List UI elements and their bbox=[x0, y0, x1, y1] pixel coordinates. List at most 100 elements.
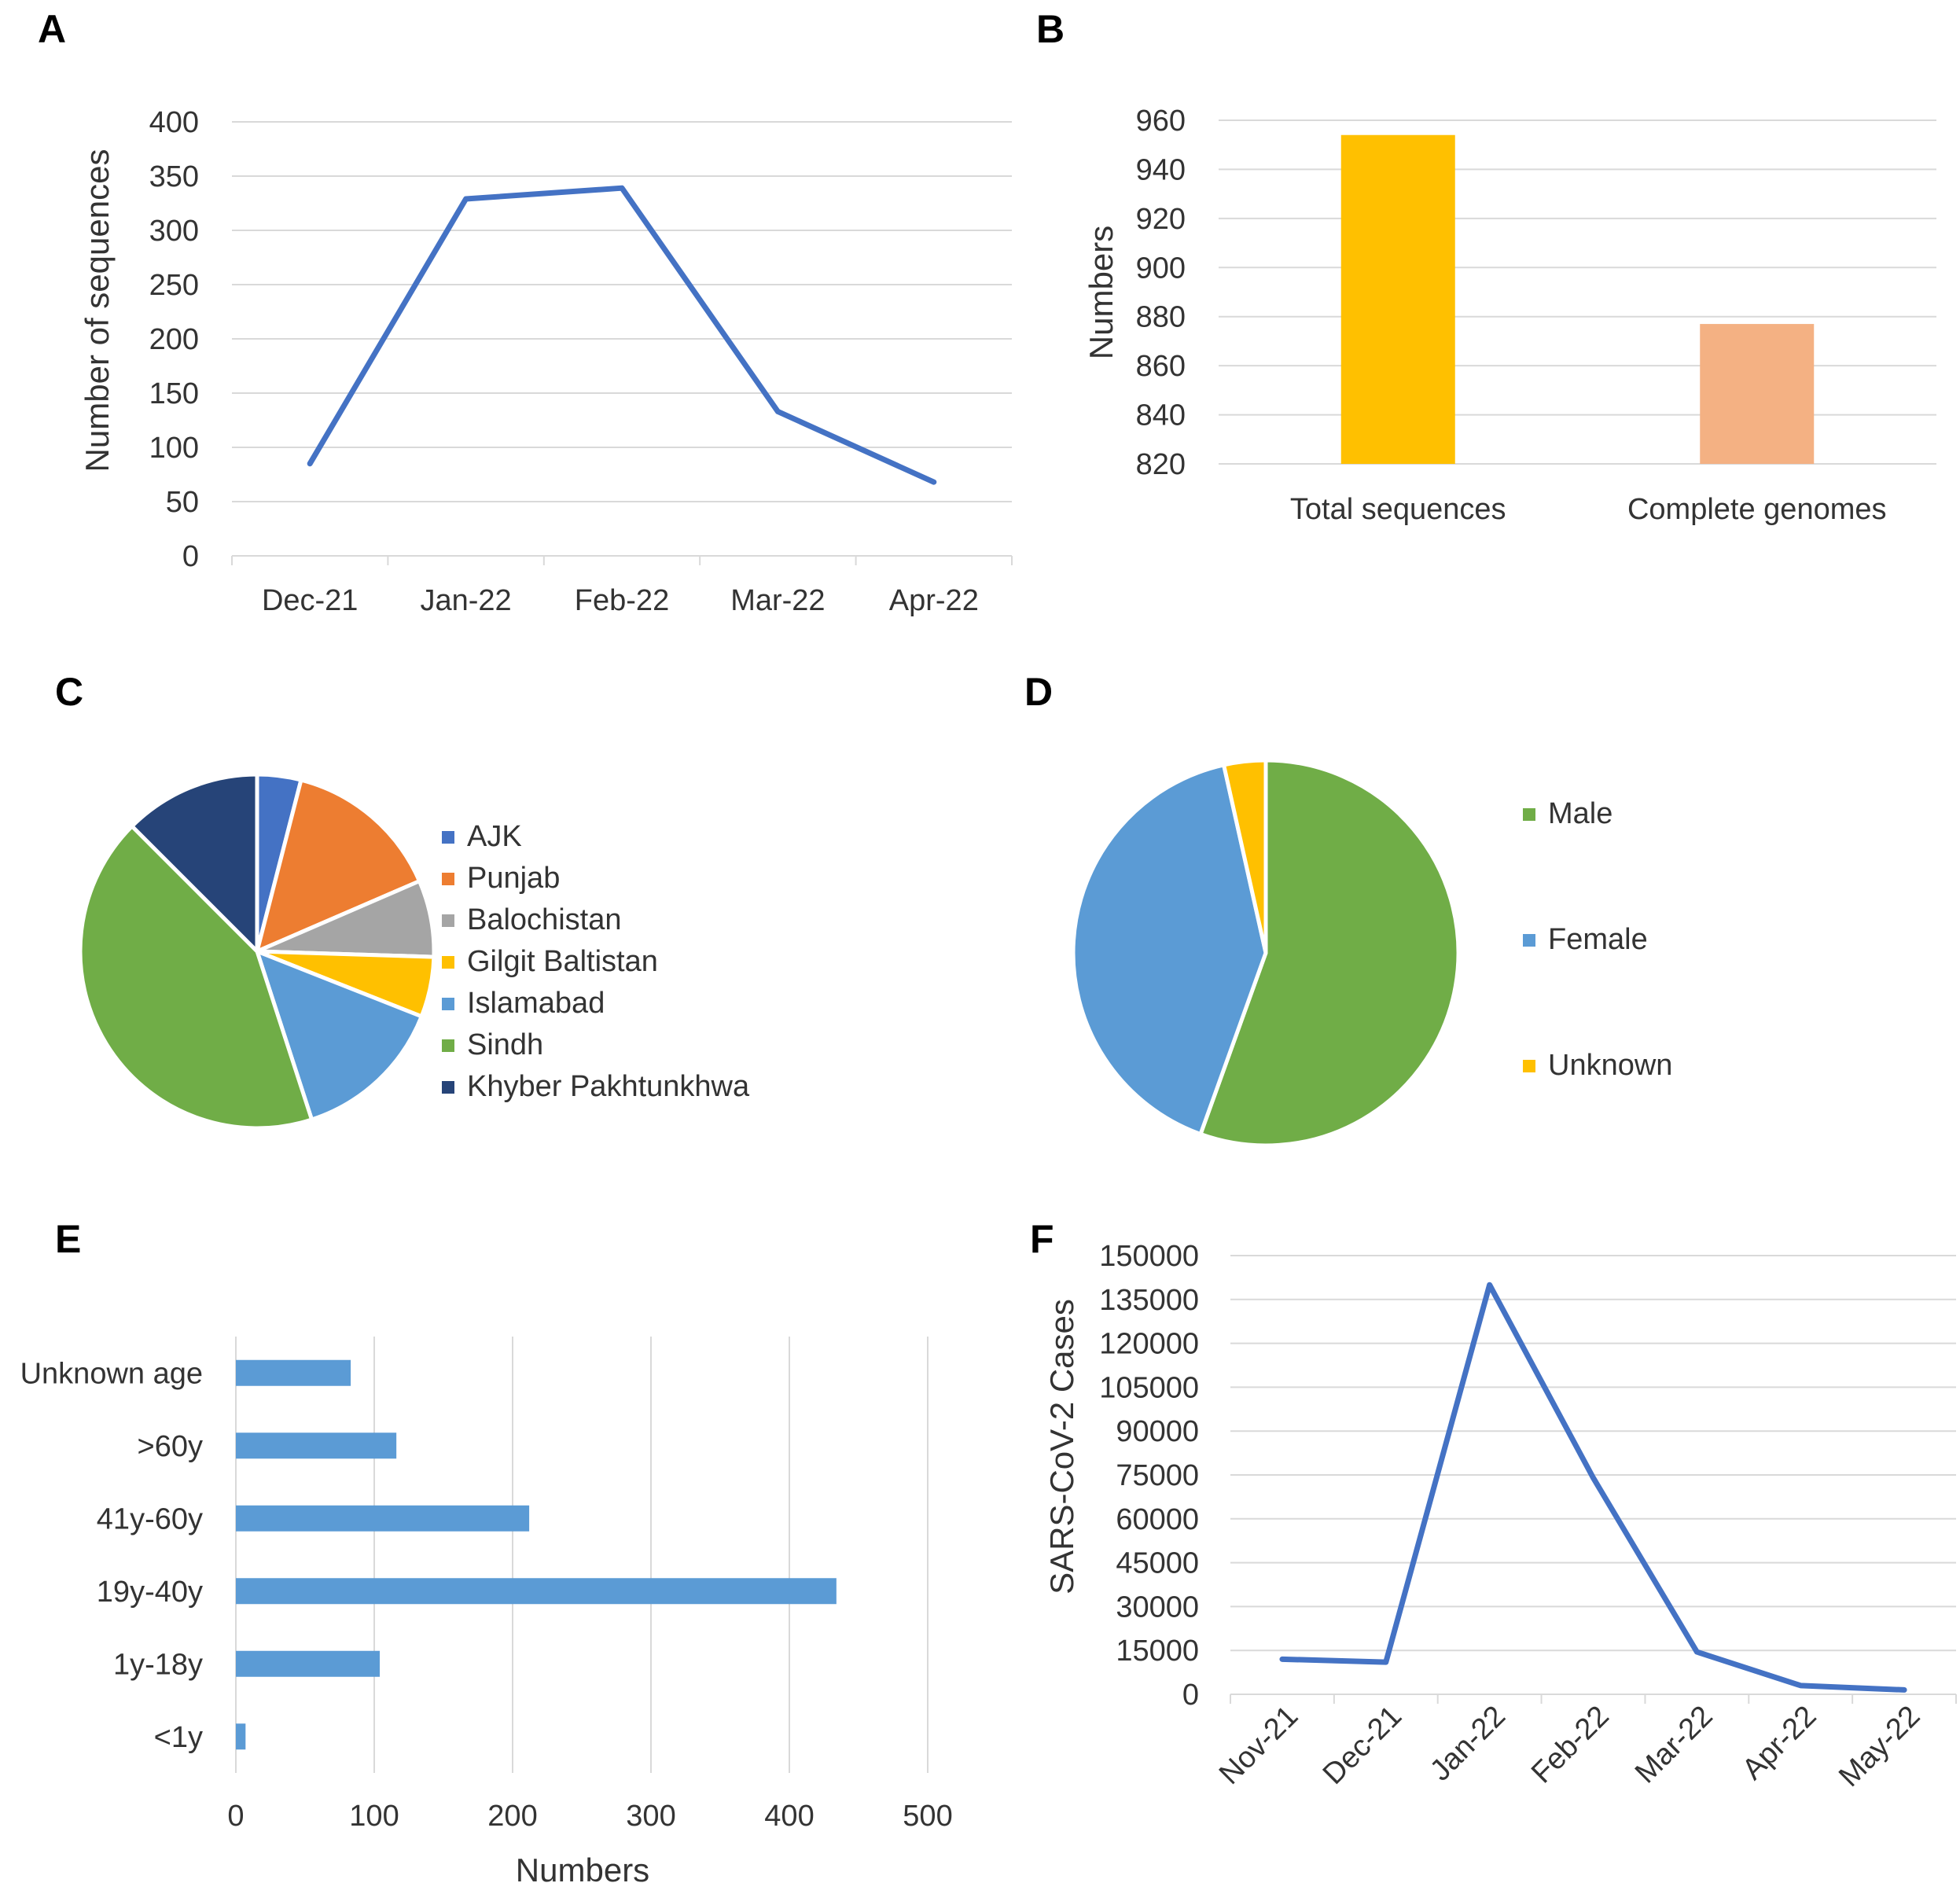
panel-e-bar-4 bbox=[236, 1650, 381, 1677]
panel-d-legend: Male Female Unknown bbox=[1523, 797, 1672, 1082]
panel-e-category-labels: Unknown age >60y 41y-60y 19y-40y 1y-18y <1y bbox=[20, 1357, 203, 1754]
panel-b-y-tick-960: 960 bbox=[1136, 105, 1186, 138]
panel-d-slice-male bbox=[1198, 758, 1461, 1148]
panel-f-series-line bbox=[1279, 1282, 1907, 1693]
panel-f-point-May-22 bbox=[1903, 1689, 1906, 1691]
panel-c-legend-swatch-sindh bbox=[442, 1039, 454, 1052]
panel-e-category-4: 1y-18y bbox=[113, 1648, 203, 1681]
panel-label-c: C bbox=[55, 670, 83, 714]
panel-a-y-tick-200: 200 bbox=[149, 323, 199, 356]
panel-c-legend-swatch-islamabad bbox=[442, 998, 454, 1010]
panel-b-x-tick-0: Total sequences bbox=[1290, 493, 1506, 526]
panel-c-legend-label-balochistan: Balochistan bbox=[467, 903, 621, 936]
panel-d-legend-swatch-unknown bbox=[1523, 1060, 1535, 1072]
panel-b-y-axis-title: Numbers bbox=[1083, 226, 1120, 359]
panel-f-point-Feb-22 bbox=[1592, 1477, 1594, 1479]
panel-f-y-axis-title: SARS-CoV-2 Cases bbox=[1043, 1299, 1080, 1594]
panel-e-category-1: >60y bbox=[138, 1430, 203, 1463]
panel-f-y-tick-105000: 105000 bbox=[1099, 1371, 1199, 1404]
panel-b-gridlines bbox=[1219, 120, 1936, 465]
panel-f-point-Apr-22 bbox=[1800, 1684, 1802, 1686]
panel-b-bar-complete-genomes bbox=[1700, 324, 1815, 464]
panel-b-x-tick-1: Complete genomes bbox=[1627, 493, 1887, 526]
panel-e-x-tick-0: 0 bbox=[227, 1800, 244, 1833]
panel-b-bars bbox=[1340, 134, 1815, 464]
panel-c-legend-label-ajk: AJK bbox=[467, 820, 522, 853]
panel-a-point-Feb-22 bbox=[621, 187, 623, 189]
panel-d-pie-chart: D Male Female Unknown bbox=[1024, 670, 1672, 1148]
panel-f-y-tick-labels: 0 15000 30000 45000 60000 75000 90000 105000 120… bbox=[1099, 1240, 1199, 1712]
panel-c-legend-swatch-punjab bbox=[442, 873, 454, 885]
panel-e-bar-1 bbox=[236, 1432, 397, 1459]
panel-f-y-tick-150000: 150000 bbox=[1099, 1240, 1199, 1273]
panel-d-slices bbox=[1071, 758, 1461, 1148]
panel-d-legend-label-female: Female bbox=[1548, 923, 1648, 956]
panel-f-y-tick-15000: 15000 bbox=[1116, 1635, 1199, 1668]
panel-e-gridlines bbox=[235, 1337, 929, 1773]
panel-a-point-Jan-22 bbox=[465, 197, 467, 200]
panel-c-slices bbox=[78, 772, 436, 1131]
panel-e-x-tick-200: 200 bbox=[487, 1800, 537, 1833]
panel-a-x-tick-Feb-22: Feb-22 bbox=[575, 584, 669, 617]
panel-f-y-tick-0: 0 bbox=[1182, 1679, 1199, 1712]
panel-label-d: D bbox=[1024, 670, 1053, 714]
panel-e-x-tick-labels: 0 100 200 300 400 500 bbox=[227, 1800, 952, 1833]
panel-c-legend-label-gilgit-baltistan: Gilgit Baltistan bbox=[467, 945, 658, 978]
panel-b-bar-chart: B 820 840 860 880 900 920 940 960 Total sequenc… bbox=[1036, 7, 1936, 526]
panel-c-legend-swatch-khyber-pakhtunkhwa bbox=[442, 1081, 454, 1094]
panel-d-slice-female bbox=[1071, 763, 1268, 1137]
panel-a-y-tick-150: 150 bbox=[149, 377, 199, 410]
panel-f-y-tick-90000: 90000 bbox=[1116, 1415, 1199, 1448]
panel-c-slice-khyber-pakhtunkhwa bbox=[130, 772, 259, 954]
panel-a-series bbox=[307, 185, 937, 485]
panel-e-bar-0 bbox=[236, 1359, 351, 1386]
panel-a-y-tick-50: 50 bbox=[166, 486, 199, 519]
panel-a-gridlines bbox=[231, 121, 1013, 565]
panel-d-legend-swatch-female bbox=[1523, 934, 1535, 947]
panel-a-x-tick-Mar-22: Mar-22 bbox=[730, 584, 825, 617]
panel-f-x-tick-May-22: May-22 bbox=[1833, 1700, 1926, 1793]
panel-b-y-tick-820: 820 bbox=[1136, 448, 1186, 481]
panel-b-bar-total-sequences bbox=[1340, 134, 1455, 464]
panel-b-y-tick-920: 920 bbox=[1136, 203, 1186, 236]
panel-a-x-tick-Jan-22: Jan-22 bbox=[420, 584, 511, 617]
panel-b-y-tick-840: 840 bbox=[1136, 399, 1186, 432]
panel-label-a: A bbox=[38, 7, 66, 51]
panel-f-point-Jan-22 bbox=[1488, 1284, 1491, 1286]
panel-c-legend-label-islamabad: Islamabad bbox=[467, 987, 605, 1020]
panel-label-f: F bbox=[1030, 1217, 1054, 1261]
panel-a-y-tick-labels: 0 50 100 150 200 250 300 350 400 bbox=[149, 106, 199, 573]
panel-d-legend-label-male: Male bbox=[1548, 797, 1612, 830]
panel-a-line-chart: A 0 50 100 150 200 250 300 350 400 Dec-21 Jan-22 F… bbox=[38, 7, 1013, 617]
panel-d-legend-label-unknown: Unknown bbox=[1548, 1049, 1672, 1082]
panel-b-y-tick-940: 940 bbox=[1136, 153, 1186, 186]
panel-b-y-tick-labels: 820 840 860 880 900 920 940 960 bbox=[1136, 105, 1186, 481]
panel-e-bars bbox=[236, 1359, 837, 1750]
panel-f-y-tick-30000: 30000 bbox=[1116, 1591, 1199, 1624]
panel-e-bar-5 bbox=[236, 1723, 246, 1750]
panel-a-y-tick-0: 0 bbox=[182, 540, 199, 573]
panel-f-y-tick-75000: 75000 bbox=[1116, 1459, 1199, 1492]
panel-a-y-axis-title: Number of sequences bbox=[79, 149, 116, 473]
panel-f-y-tick-60000: 60000 bbox=[1116, 1503, 1199, 1536]
panel-label-e: E bbox=[55, 1217, 81, 1261]
panel-a-point-Apr-22 bbox=[932, 481, 935, 484]
panel-f-point-Mar-22 bbox=[1696, 1651, 1698, 1653]
panel-a-y-tick-350: 350 bbox=[149, 160, 199, 193]
panel-c-legend-swatch-balochistan bbox=[442, 914, 454, 927]
panel-f-x-tick-Feb-22: Feb-22 bbox=[1525, 1700, 1616, 1790]
panel-c-slice-sindh bbox=[78, 824, 314, 1131]
panel-e-horizontal-bar-chart: E Unknown age >60y 41y-60y 19y-40y 1y-18y <1y… bbox=[20, 1217, 953, 1888]
panel-f-x-tick-Dec-21: Dec-21 bbox=[1317, 1700, 1408, 1791]
panel-d-slice-unknown bbox=[1222, 758, 1268, 955]
panel-e-x-axis-title: Numbers bbox=[516, 1852, 649, 1888]
panel-a-y-tick-250: 250 bbox=[149, 269, 199, 302]
panel-a-point-Mar-22 bbox=[777, 410, 779, 413]
panel-f-point-Nov-21 bbox=[1281, 1658, 1283, 1660]
panel-c-legend-label-sindh: Sindh bbox=[467, 1028, 543, 1061]
panel-f-x-tick-Apr-22: Apr-22 bbox=[1736, 1700, 1822, 1786]
panel-e-bar-3 bbox=[236, 1578, 837, 1605]
panel-a-point-Dec-21 bbox=[309, 462, 311, 465]
panel-a-series-line bbox=[307, 185, 937, 485]
